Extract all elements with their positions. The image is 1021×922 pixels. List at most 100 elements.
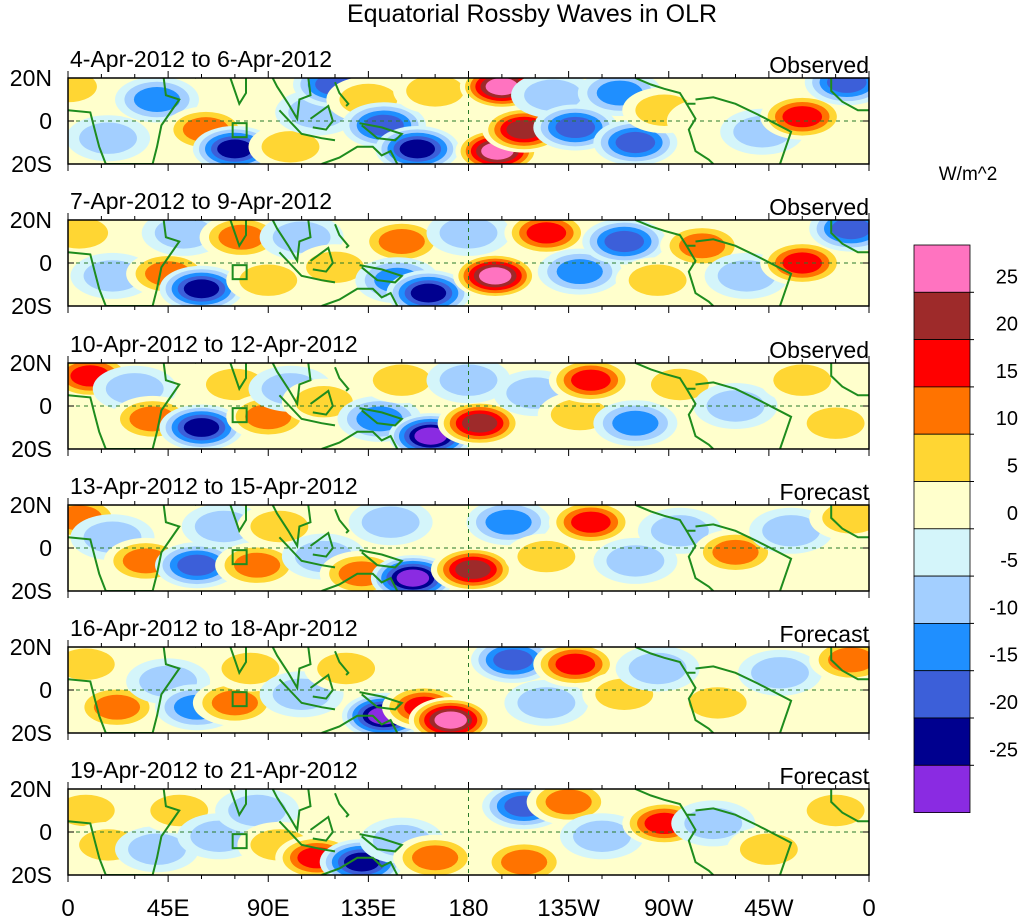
coastline xyxy=(194,363,247,392)
coastline xyxy=(359,264,404,284)
negative-anomaly-contour xyxy=(133,87,181,112)
longitude-axis: 0 45E 90E 135E 180 135W 90W 45W 0 xyxy=(61,895,875,922)
positive-anomaly-contour xyxy=(628,264,687,296)
negative-anomaly-contour xyxy=(573,820,631,852)
coastline xyxy=(695,96,793,164)
coastline xyxy=(695,665,793,733)
negative-anomaly-contour xyxy=(524,79,582,111)
positive-anomaly-contour xyxy=(306,251,364,283)
positive-anomaly-contour xyxy=(68,794,115,827)
coastline xyxy=(278,678,336,711)
colorbar-bin xyxy=(913,339,971,388)
coastline xyxy=(321,287,399,306)
coastline xyxy=(68,363,181,449)
positive-anomaly-contour xyxy=(485,78,519,96)
region-box-marker xyxy=(231,549,248,566)
positive-anomaly-contour xyxy=(218,224,265,250)
colorbar-bin xyxy=(913,433,971,482)
coastline xyxy=(68,78,181,164)
lon-tick-label: 135W xyxy=(537,895,600,922)
coastline xyxy=(830,363,869,397)
negative-anomaly-contour xyxy=(217,139,253,159)
positive-anomaly-contour xyxy=(506,120,542,140)
lat-tick-label: 20S xyxy=(11,578,52,604)
colorbar-label: -20 xyxy=(989,692,1018,714)
positive-anomaly-contour xyxy=(406,78,465,107)
panel-status: Observed xyxy=(769,337,869,363)
coastline xyxy=(695,523,793,591)
coastline xyxy=(278,109,336,142)
positive-anomaly-contour xyxy=(461,413,498,433)
positive-anomaly-contour xyxy=(434,711,467,729)
coastline xyxy=(334,508,350,534)
colorbar-label: 5 xyxy=(1007,456,1018,478)
colorbar-label: -15 xyxy=(989,645,1018,667)
panel-date-range: 16-Apr-2012 to 18-Apr-2012 xyxy=(70,615,358,641)
positive-anomaly-contour xyxy=(239,264,298,296)
positive-anomaly-contour xyxy=(782,252,823,274)
colorbar-bin xyxy=(913,670,971,719)
negative-anomaly-contour xyxy=(79,122,137,154)
coastline xyxy=(695,238,793,306)
negative-anomaly-contour xyxy=(606,545,665,577)
map-panel: 20N 0 20S 7-Apr-2012 to 9-Apr-2012 Observed xyxy=(10,188,870,319)
colorbar-label: 15 xyxy=(996,361,1018,383)
coastline xyxy=(278,536,336,569)
positive-anomaly-contour xyxy=(555,653,596,675)
panel-status: Forecast xyxy=(780,621,870,647)
panel-date-range: 4-Apr-2012 to 6-Apr-2012 xyxy=(70,46,332,72)
colorbar-units: W/m^2 xyxy=(939,164,998,185)
coastline xyxy=(695,381,793,449)
lon-tick-label: 90E xyxy=(247,895,290,922)
coastline xyxy=(685,103,714,164)
positive-anomaly-contour xyxy=(234,552,281,578)
negative-anomaly-contour xyxy=(650,515,709,547)
panel-date-range: 10-Apr-2012 to 12-Apr-2012 xyxy=(70,331,358,357)
coastline xyxy=(359,122,404,142)
negative-anomaly-contour xyxy=(128,833,186,865)
positive-anomaly-contour xyxy=(261,131,320,163)
negative-anomaly-contour xyxy=(615,131,656,154)
positive-anomaly-contour xyxy=(501,849,548,875)
coastline xyxy=(685,814,714,875)
map-panel: 20N 0 20S 10-Apr-2012 to 12-Apr-2012 Observe… xyxy=(10,331,870,462)
negative-anomaly-contour xyxy=(485,509,532,535)
coastline xyxy=(635,78,696,105)
positive-anomaly-contour xyxy=(773,364,832,396)
negative-anomaly-contour xyxy=(183,279,220,299)
lon-tick-label: 45E xyxy=(147,895,190,922)
coastline xyxy=(830,78,869,112)
panel-status: Observed xyxy=(769,52,869,78)
colorbar-bin xyxy=(913,291,971,340)
lat-tick-label: 20N xyxy=(10,350,52,376)
lon-tick-label: 0 xyxy=(862,895,875,922)
lat-tick-label: 20S xyxy=(11,862,52,888)
coastline xyxy=(635,505,696,532)
coastline xyxy=(830,505,869,539)
lat-tick-label: 0 xyxy=(39,393,52,419)
negative-anomaly-contour xyxy=(439,220,498,249)
positive-anomaly-contour xyxy=(372,364,431,396)
map-panel: 20N 0 20S 19-Apr-2012 to 21-Apr-2012 Forecas… xyxy=(10,757,870,888)
positive-anomaly-contour xyxy=(317,652,376,685)
positive-anomaly-contour xyxy=(806,794,865,827)
coastline xyxy=(271,363,312,407)
positive-anomaly-contour xyxy=(478,267,512,285)
lat-tick-label: 0 xyxy=(39,108,52,134)
colorbar-bin xyxy=(913,528,971,577)
positive-anomaly-contour xyxy=(517,540,576,573)
coastline xyxy=(334,366,350,392)
lat-tick-label: 0 xyxy=(39,677,52,703)
negative-anomaly-contour xyxy=(762,515,821,547)
positive-anomaly-contour xyxy=(688,687,747,719)
negative-anomaly-contour xyxy=(410,283,447,303)
olr-field xyxy=(68,220,869,306)
coastline xyxy=(194,647,247,676)
coastline xyxy=(695,807,793,875)
coastline xyxy=(685,672,714,733)
colorbar-label: -10 xyxy=(989,597,1018,619)
negative-anomaly-contour xyxy=(183,418,220,437)
coastline xyxy=(271,647,312,691)
lat-tick-label: 20N xyxy=(10,65,52,91)
